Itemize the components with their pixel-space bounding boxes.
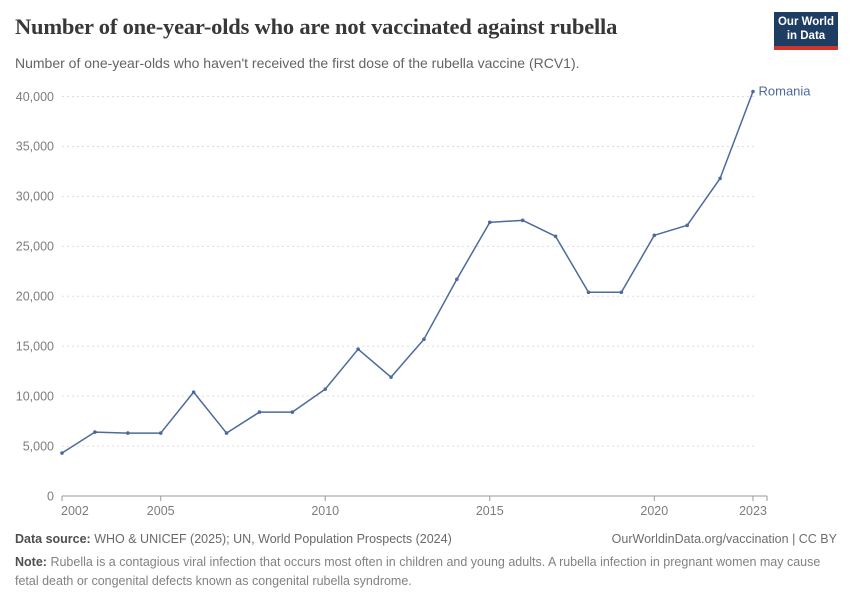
x-tick-label: 2015 xyxy=(476,504,504,518)
y-tick-label: 20,000 xyxy=(16,290,54,304)
page-title: Number of one-year-olds who are not vacc… xyxy=(15,14,618,39)
data-point-marker xyxy=(520,218,525,223)
data-point-marker xyxy=(455,277,459,282)
data-point-marker xyxy=(356,347,360,351)
x-tick-label: 2002 xyxy=(61,504,89,518)
y-tick-label: 10,000 xyxy=(16,389,54,403)
data-point-marker xyxy=(619,290,624,295)
data-point-marker xyxy=(586,290,591,295)
x-tick-label: 2010 xyxy=(311,504,339,518)
owid-logo[interactable]: Our World in Data xyxy=(774,12,838,50)
y-tick-label: 0 xyxy=(47,489,54,503)
data-source-label: Data source: xyxy=(15,532,91,546)
y-tick-label: 25,000 xyxy=(16,240,54,254)
y-tick-label: 35,000 xyxy=(16,140,54,154)
data-point-marker xyxy=(257,410,262,414)
data-point-marker xyxy=(158,431,163,435)
data-point-marker xyxy=(487,220,492,225)
owid-logo-line1: Our World xyxy=(777,16,834,28)
y-tick-label: 30,000 xyxy=(16,190,54,204)
data-point-marker xyxy=(553,234,558,239)
x-tick-label: 2005 xyxy=(147,504,175,518)
data-point-marker xyxy=(422,337,426,341)
y-tick-label: 15,000 xyxy=(16,339,54,353)
note-text: Rubella is a contagious viral infection … xyxy=(15,555,821,588)
data-point-marker xyxy=(93,430,97,434)
chart-line xyxy=(61,90,754,454)
data-point-marker xyxy=(389,375,393,379)
data-point-marker xyxy=(60,451,64,455)
data-point-marker xyxy=(290,410,295,414)
data-point-marker xyxy=(751,89,755,94)
data-source-text: WHO & UNICEF (2025); UN, World Populatio… xyxy=(94,532,452,546)
data-point-marker xyxy=(224,431,229,435)
license-link[interactable]: OurWorldinData.org/vaccination | CC BY xyxy=(611,532,837,546)
x-tick-label: 2023 xyxy=(739,504,767,518)
chart-subtitle: Number of one-year-olds who haven't rece… xyxy=(15,55,580,71)
entity-label: Romania xyxy=(759,84,812,99)
chart-note: Note: Rubella is a contagious viral infe… xyxy=(15,553,827,591)
data-point-marker xyxy=(685,223,689,228)
data-point-marker xyxy=(718,176,722,181)
note-label: Note: xyxy=(15,555,47,569)
y-tick-label: 40,000 xyxy=(16,90,54,104)
data-point-marker xyxy=(652,233,657,238)
data-source: Data source: WHO & UNICEF (2025); UN, Wo… xyxy=(15,531,452,547)
owid-logo-line2: in Data xyxy=(786,30,826,42)
data-point-marker xyxy=(323,387,328,391)
y-tick-label: 5,000 xyxy=(23,439,54,453)
data-point-marker xyxy=(191,390,196,394)
x-tick-label: 2020 xyxy=(640,504,668,518)
data-point-marker xyxy=(126,431,130,435)
